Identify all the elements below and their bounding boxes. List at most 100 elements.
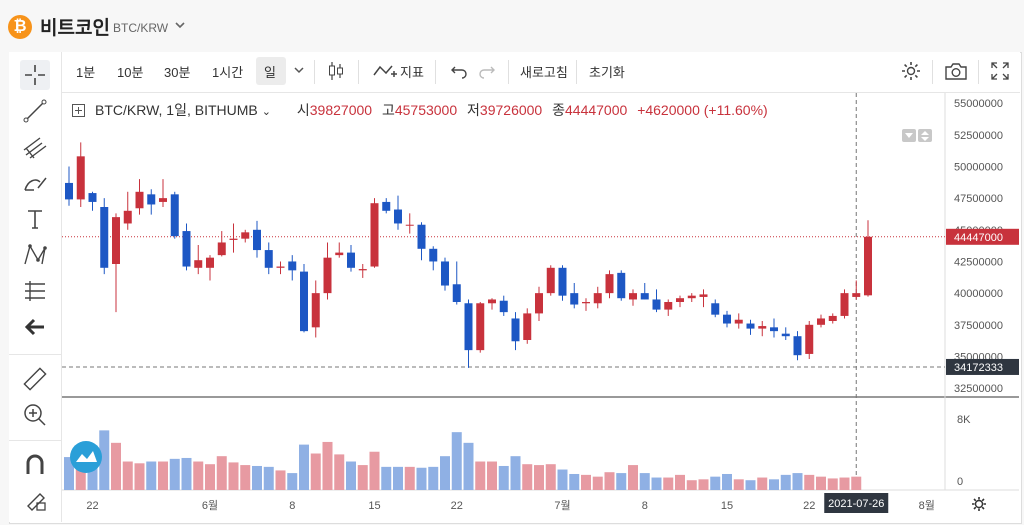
candle-body <box>488 299 496 304</box>
candle <box>617 270 626 301</box>
candle-body <box>159 198 167 202</box>
top-bar: ₿ 비트코인 BTC/KRW <box>0 0 1024 52</box>
crosshair-tool-icon[interactable] <box>20 60 50 90</box>
fullscreen-icon[interactable] <box>990 61 1010 84</box>
interval-day-button[interactable]: 일 <box>264 65 276 80</box>
candle <box>182 223 191 271</box>
interval-dropdown-chevron-icon[interactable] <box>293 64 305 79</box>
coin-pair-selector[interactable]: BTC/KRW <box>113 21 169 35</box>
magnet-icon[interactable] <box>20 450 50 480</box>
candle <box>288 255 297 281</box>
candle <box>323 242 332 300</box>
volume-bar <box>792 473 803 490</box>
candle-body <box>687 295 696 299</box>
candle-body <box>523 313 532 340</box>
volume-bar <box>604 472 615 490</box>
legend-close-value: 44447000 <box>565 102 628 118</box>
interval-1h-button[interactable]: 1시간 <box>212 65 244 80</box>
candle <box>311 280 320 338</box>
volume-bar <box>404 466 415 490</box>
candle <box>370 198 379 268</box>
refresh-button[interactable]: 새로고침 <box>520 65 568 80</box>
trendline-tool-icon[interactable] <box>20 96 50 126</box>
volume-bar <box>498 465 509 490</box>
active-interval-highlight <box>256 57 286 85</box>
interval-1m-button[interactable]: 1분 <box>76 65 96 80</box>
reset-button[interactable]: 초기화 <box>589 65 625 80</box>
y-tick-label: 50000000 <box>954 161 1003 173</box>
volume-bar <box>451 432 462 490</box>
legend-change-value: +4620000 (+11.60%) <box>637 102 768 118</box>
candle-body <box>76 156 85 200</box>
legend-low-label: 저 <box>467 102 480 118</box>
volume-bar <box>134 463 145 490</box>
candle-body <box>264 250 273 268</box>
camera-icon[interactable] <box>944 60 968 85</box>
interval-10m-button[interactable]: 10분 <box>117 65 144 80</box>
candle-body <box>206 257 214 268</box>
candle <box>76 142 85 207</box>
lock-drawing-icon[interactable] <box>20 484 50 514</box>
candle-style-icon[interactable] <box>327 60 345 85</box>
zoom-in-icon[interactable] <box>20 400 50 430</box>
y-tick-label: 40000000 <box>954 288 1003 300</box>
interval-30m-button[interactable]: 30분 <box>164 65 191 80</box>
settings-gear-icon[interactable] <box>900 60 922 85</box>
pitchfork-tool-icon[interactable] <box>20 132 50 162</box>
candle <box>441 257 449 291</box>
pattern-tool-icon[interactable] <box>20 240 50 270</box>
candle-body <box>605 274 614 294</box>
undo-icon[interactable] <box>450 62 468 83</box>
candle-body <box>629 293 637 300</box>
candle-body <box>370 203 379 267</box>
chevron-down-icon[interactable] <box>174 19 186 34</box>
candle-body <box>664 302 673 310</box>
volume-bar <box>310 453 321 490</box>
candle <box>394 195 402 230</box>
volume-bar <box>169 458 180 490</box>
volume-bar <box>216 456 227 490</box>
candle-body <box>100 207 109 268</box>
brush-tool-icon[interactable] <box>20 168 50 198</box>
legend-chevron-icon[interactable]: ⌄ <box>261 106 271 118</box>
volume-bar <box>710 476 721 490</box>
volume-bar <box>299 444 309 490</box>
candle <box>217 231 226 257</box>
volume-bar <box>592 476 603 490</box>
candle-body <box>65 182 73 200</box>
candle <box>652 289 661 313</box>
volume-bar <box>228 462 239 490</box>
indicator-button[interactable]: 지표 <box>400 65 424 80</box>
fib-tool-icon[interactable] <box>20 276 50 306</box>
volume-bar <box>275 470 286 490</box>
ruler-tool-icon[interactable] <box>20 364 50 394</box>
last-price-tag-label: 44447000 <box>954 232 1003 244</box>
candle <box>417 222 426 261</box>
redo-icon[interactable] <box>478 62 496 83</box>
legend-symbol[interactable]: BTC/KRW, 1일, BITHUMB <box>95 102 258 118</box>
crosshair-date-label: 2021-07-26 <box>828 498 884 510</box>
candle <box>558 265 567 301</box>
volume-bar <box>369 451 380 490</box>
candle-body <box>793 336 802 356</box>
volume-bar <box>722 473 732 490</box>
volume-tick-label: 0 <box>957 476 963 488</box>
arrow-left-icon[interactable] <box>20 312 50 342</box>
bithumb-logo-icon <box>70 441 102 473</box>
toolbar-divider <box>932 60 933 84</box>
volume-bar <box>534 465 544 490</box>
candle-body <box>570 293 579 305</box>
candle <box>852 280 861 300</box>
candle-body <box>464 303 473 351</box>
legend-expand-icon[interactable] <box>72 104 85 120</box>
volume-bar <box>733 479 744 490</box>
indicator-icon[interactable] <box>372 61 398 84</box>
volume-bar <box>557 469 568 490</box>
candle <box>758 321 767 337</box>
candle <box>488 298 496 310</box>
volume-bar <box>193 461 204 490</box>
volume-bar <box>428 466 439 490</box>
text-tool-icon[interactable] <box>20 204 50 234</box>
candle <box>793 331 802 361</box>
